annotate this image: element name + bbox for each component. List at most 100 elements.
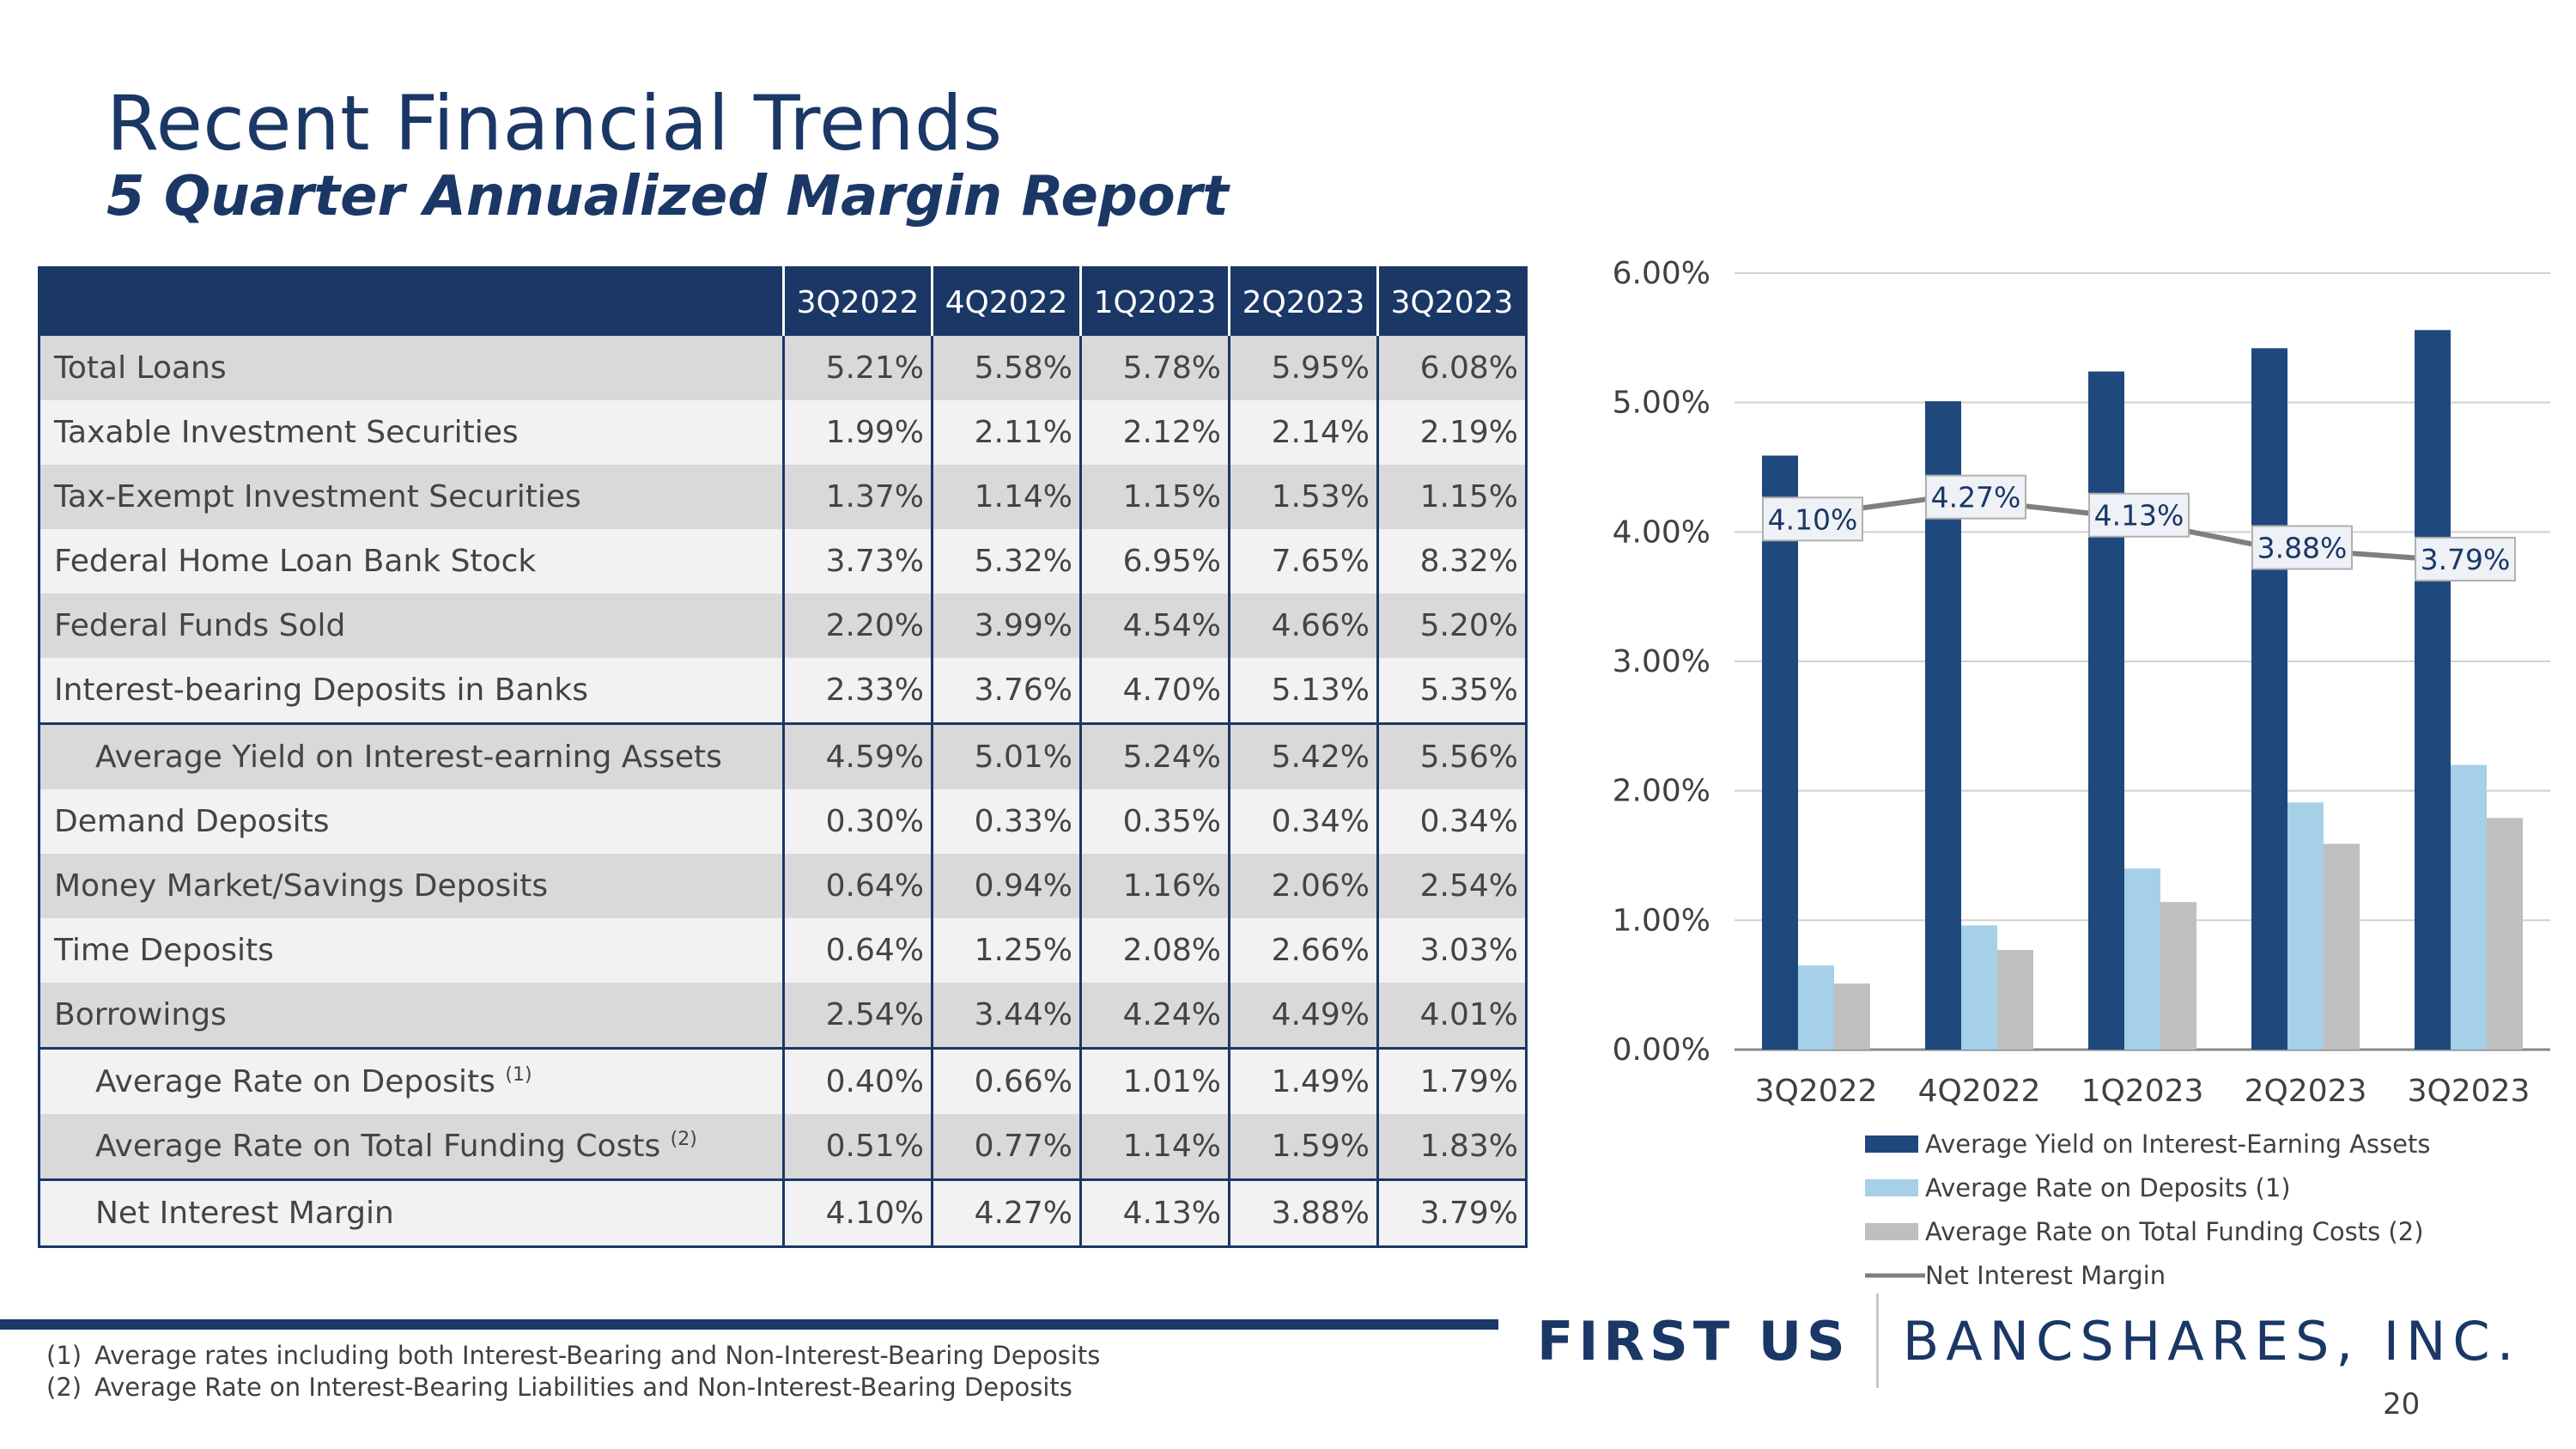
row-label-footnote-ref: (1) bbox=[505, 1064, 532, 1086]
table-cell: 7.65% bbox=[1228, 529, 1378, 594]
table-row: Money Market/Savings Deposits 0.64% 0.94% 1… bbox=[39, 854, 1527, 918]
table-cell: 4.54% bbox=[1079, 594, 1230, 658]
margin-report-table: 3Q2022 4Q2022 1Q2023 2Q2023 3Q2023 Total… bbox=[38, 266, 1528, 1248]
row-label: Net Interest Margin bbox=[39, 1178, 784, 1247]
table-cell: 2.12% bbox=[1079, 400, 1230, 465]
table-cell: 1.83% bbox=[1376, 1114, 1527, 1180]
y-tick-label: 2.00% bbox=[1613, 774, 1710, 809]
y-tick-label: 0.00% bbox=[1613, 1032, 1710, 1068]
table-header-blank bbox=[39, 267, 784, 336]
data-label: 4.13% bbox=[2094, 499, 2184, 533]
table-cell: 2.66% bbox=[1228, 918, 1378, 983]
table-cell: 4.27% bbox=[931, 1178, 1081, 1247]
table-header-row: 3Q2022 4Q2022 1Q2023 2Q2023 3Q2023 bbox=[39, 267, 1527, 336]
bar-0-0 bbox=[1762, 455, 1798, 1050]
row-label: Average Rate on Total Funding Costs (2) bbox=[39, 1114, 784, 1180]
bar-2-4 bbox=[2487, 818, 2523, 1050]
data-label-box bbox=[1762, 496, 1863, 542]
table-cell: 4.24% bbox=[1079, 983, 1230, 1049]
margin-chart: 0.00% 1.00% 2.00% 3.00% 4.00% 5.00% 6.00% 3Q202… bbox=[1613, 256, 2550, 1290]
table-cell: 1.79% bbox=[1376, 1047, 1527, 1114]
row-label-text: Net Interest Margin bbox=[95, 1196, 394, 1231]
footer-rule bbox=[0, 1319, 1498, 1330]
table-row: Average Yield on Interest-earning Assets… bbox=[39, 722, 1527, 789]
row-label: Average Yield on Interest-earning Assets bbox=[39, 722, 784, 789]
table-cell: 0.35% bbox=[1079, 789, 1230, 854]
row-label-text: Interest-bearing Deposits in Banks bbox=[54, 673, 588, 708]
table-cell: 1.53% bbox=[1228, 465, 1378, 529]
data-label: 3.79% bbox=[2421, 543, 2511, 576]
table-cell: 1.49% bbox=[1228, 1047, 1378, 1114]
table-cell: 3.03% bbox=[1376, 918, 1527, 983]
bar-2-0 bbox=[1834, 983, 1870, 1050]
table-row: Time Deposits 0.64% 1.25% 2.08% 2.66% 3.03% bbox=[39, 918, 1527, 983]
table-cell: 1.25% bbox=[931, 918, 1081, 983]
y-tick-label: 6.00% bbox=[1613, 256, 1710, 291]
table-row: Federal Home Loan Bank Stock 3.73% 5.32% 6.… bbox=[39, 529, 1527, 594]
table-row: Borrowings 2.54% 3.44% 4.24% 4.49% 4.01% bbox=[39, 983, 1527, 1049]
table-cell: 2.54% bbox=[782, 983, 933, 1049]
footnote: (1) Average rates including both Interes… bbox=[46, 1340, 1100, 1372]
table-cell: 2.08% bbox=[1079, 918, 1230, 983]
table-cell: 4.49% bbox=[1228, 983, 1378, 1049]
row-label-text: Borrowings bbox=[54, 997, 227, 1032]
table-row: Average Rate on Total Funding Costs (2) 0… bbox=[39, 1114, 1527, 1180]
table-row: Net Interest Margin 4.10% 4.27% 4.13% 3.88% 3… bbox=[39, 1178, 1527, 1247]
table-cell: 2.54% bbox=[1376, 854, 1527, 918]
x-tick-label: 1Q2023 bbox=[2081, 1074, 2204, 1109]
data-label: 4.27% bbox=[1931, 481, 2021, 514]
y-tick-label: 3.00% bbox=[1613, 644, 1710, 679]
bar-0-3 bbox=[2251, 348, 2287, 1050]
data-label-box bbox=[1925, 474, 2026, 520]
row-label: Federal Home Loan Bank Stock bbox=[39, 529, 784, 594]
table-cell: 0.64% bbox=[782, 918, 933, 983]
table-cell: 3.44% bbox=[931, 983, 1081, 1049]
table-cell: 3.73% bbox=[782, 529, 933, 594]
bar-2-3 bbox=[2324, 843, 2360, 1050]
x-tick-label: 4Q2022 bbox=[1918, 1074, 2041, 1109]
bar-0-4 bbox=[2415, 330, 2451, 1050]
legend-swatch-0 bbox=[1865, 1135, 1918, 1153]
table-cell: 0.34% bbox=[1228, 789, 1378, 854]
table-cell: 5.24% bbox=[1079, 722, 1230, 789]
table-cell: 6.08% bbox=[1376, 336, 1527, 400]
table-cell: 3.99% bbox=[931, 594, 1081, 658]
footnote: (2) Average Rate on Interest-Bearing Lia… bbox=[46, 1372, 1100, 1403]
row-label: Time Deposits bbox=[39, 918, 784, 983]
table-row: Tax-Exempt Investment Securities 1.37% 1.1… bbox=[39, 465, 1527, 529]
table-cell: 5.78% bbox=[1079, 336, 1230, 400]
table-cell: 1.01% bbox=[1079, 1047, 1230, 1114]
row-label-text: Total Loans bbox=[54, 350, 227, 386]
page-number: 20 bbox=[2383, 1387, 2421, 1422]
row-label: Federal Funds Sold bbox=[39, 594, 784, 658]
table-cell: 2.11% bbox=[931, 400, 1081, 465]
row-label: Interest-bearing Deposits in Banks bbox=[39, 658, 784, 724]
table-cell: 4.10% bbox=[782, 1178, 933, 1247]
footnote-number: (2) bbox=[46, 1373, 82, 1402]
table-cell: 5.42% bbox=[1228, 722, 1378, 789]
row-label: Money Market/Savings Deposits bbox=[39, 854, 784, 918]
legend-label-3: Net Interest Margin bbox=[1925, 1261, 2166, 1290]
table-cell: 4.59% bbox=[782, 722, 933, 789]
data-label-box bbox=[2088, 492, 2190, 538]
footnote-text: Average rates including both Interest-Be… bbox=[94, 1341, 1101, 1370]
row-label-text: Average Rate on Total Funding Costs bbox=[95, 1129, 661, 1164]
row-label-text: Taxable Investment Securities bbox=[54, 415, 519, 450]
table-cell: 1.15% bbox=[1376, 465, 1527, 529]
table-cell: 1.37% bbox=[782, 465, 933, 529]
bar-2-1 bbox=[1997, 949, 2033, 1050]
legend-label-0: Average Yield on Interest-Earning Assets bbox=[1925, 1129, 2430, 1159]
logo-first-us: FIRST US bbox=[1537, 1309, 1850, 1373]
row-label-text: Average Rate on Deposits bbox=[95, 1064, 495, 1099]
table-cell: 0.64% bbox=[782, 854, 933, 918]
row-label: Average Rate on Deposits (1) bbox=[39, 1047, 784, 1114]
bar-1-4 bbox=[2451, 764, 2487, 1050]
table-cell: 2.20% bbox=[782, 594, 933, 658]
footnote-number: (1) bbox=[46, 1341, 82, 1370]
logo-divider bbox=[1875, 1294, 1879, 1388]
data-label-box bbox=[2415, 536, 2516, 581]
row-label-text: Demand Deposits bbox=[54, 804, 330, 839]
table-cell: 5.01% bbox=[931, 722, 1081, 789]
row-label-text: Tax-Exempt Investment Securities bbox=[54, 479, 581, 514]
table-cell: 6.95% bbox=[1079, 529, 1230, 594]
